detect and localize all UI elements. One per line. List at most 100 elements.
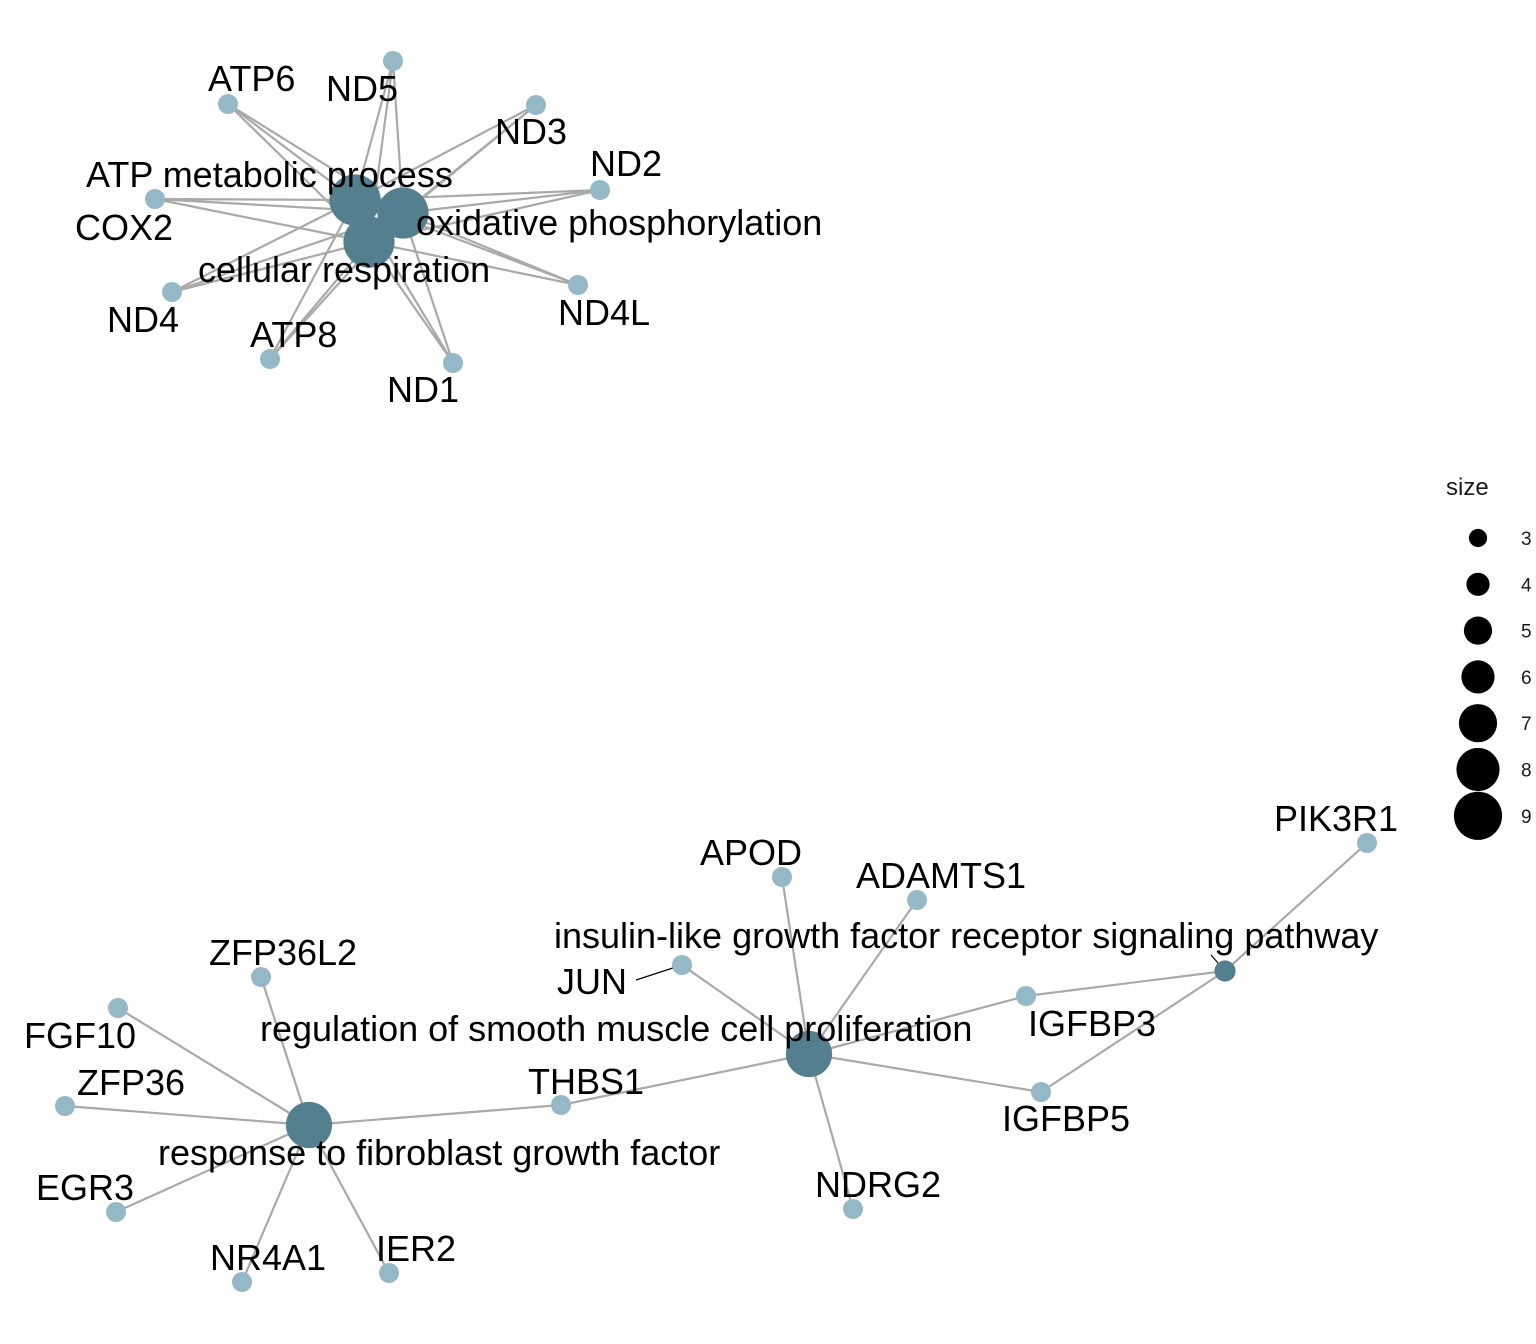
gene-label-ier2: IER2	[376, 1228, 456, 1269]
gene-node-zfp36	[55, 1096, 75, 1116]
legend-label-6: 6	[1521, 668, 1532, 689]
legend-label-4: 4	[1521, 575, 1532, 596]
edge-igf_pathway-IGFBP5	[1040, 970, 1226, 1093]
edge-igf_pathway-IGFBP3	[1025, 969, 1226, 998]
gene-node-atp6	[218, 94, 238, 114]
edge-atp_metabolic-ATP8	[269, 199, 356, 360]
gene-label-jun: JUN	[557, 961, 627, 1002]
term-label-atp-metabolic: ATP metabolic process	[86, 154, 453, 195]
gene-label-apod: APOD	[700, 832, 802, 873]
network-labels: ATP6 ND5 ND3 ND2 COX2 ND4 ATP8 ND1 ND4L PIK3R1 APO…	[24, 58, 1398, 1278]
term-node-fgf-response	[285, 1101, 333, 1149]
gene-label-zfp36l2: ZFP36L2	[209, 932, 357, 973]
edge-oxphos-ND4L	[402, 211, 579, 287]
gene-node-nd5	[383, 51, 403, 71]
edge-atp_metabolic-ATP6	[227, 103, 356, 201]
gene-label-igfbp3: IGFBP3	[1028, 1003, 1156, 1044]
edge-smooth_muscle-JUN	[681, 964, 810, 1055]
edge-fgf_response-NR4A1	[240, 1124, 311, 1283]
legend-label-5: 5	[1521, 622, 1532, 643]
edge-fgf_response-THBS1	[308, 1103, 562, 1127]
gene-label-pik3r1: PIK3R1	[1274, 798, 1398, 839]
gene-node-apod	[772, 867, 792, 887]
gene-label-nd4: ND4	[107, 299, 179, 340]
gene-label-nd5: ND5	[326, 68, 398, 109]
term-label-smooth-muscle: regulation of smooth muscle cell prolife…	[260, 1008, 972, 1049]
gene-label-fgf10: FGF10	[24, 1015, 136, 1056]
edge-fgf_response-EGR3	[115, 1123, 310, 1214]
gene-label-atp6: ATP6	[208, 58, 295, 99]
edge-smooth_muscle-NDRG2	[807, 1053, 855, 1210]
gene-label-egr3: EGR3	[36, 1167, 134, 1208]
gene-label-nd3: ND3	[495, 111, 567, 152]
size-legend: size 3 4 5 6 7 8 9	[1446, 474, 1532, 840]
gene-node-ier2	[379, 1263, 399, 1283]
gene-label-igfbp5: IGFBP5	[1002, 1098, 1130, 1139]
label-leader-lines	[635, 954, 1226, 981]
gene-label-cox2: COX2	[75, 207, 173, 248]
legend-label-9: 9	[1521, 807, 1532, 828]
legend-dot-8	[1456, 747, 1500, 792]
network-nodes	[55, 51, 1377, 1292]
term-node-igf-pathway	[1214, 960, 1236, 982]
legend-entries: 3 4 5 6 7 8 9	[1453, 528, 1532, 840]
term-label-igf-pathway: insulin-like growth factor receptor sign…	[554, 915, 1378, 956]
edge-smooth_muscle-THBS1	[560, 1052, 810, 1107]
gene-label-nd4l: ND4L	[558, 292, 650, 333]
legend-label-8: 8	[1521, 761, 1532, 782]
edge-cell_resp-COX2	[154, 197, 370, 244]
network-edges	[64, 60, 1368, 1283]
gene-node-nd4	[162, 282, 182, 302]
gene-label-zfp36: ZFP36	[77, 1062, 185, 1103]
legend-dot-4	[1466, 572, 1490, 596]
term-node-smooth-muscle	[785, 1030, 833, 1078]
gene-node-nd3	[526, 95, 546, 115]
gene-label-nd2: ND2	[590, 143, 662, 184]
legend-label-7: 7	[1521, 714, 1532, 735]
edge-smooth_muscle-IGFBP5	[808, 1052, 1042, 1094]
gene-node-igfbp3	[1016, 986, 1036, 1006]
gene-node-egr3	[106, 1202, 126, 1222]
gene-label-adamts1: ADAMTS1	[856, 855, 1026, 896]
edge-cell_resp-ND4L	[368, 240, 579, 287]
edge-smooth_muscle-APOD	[780, 876, 811, 1055]
term-label-oxphos: oxidative phosphorylation	[416, 202, 822, 243]
edge-cell_resp-ND4	[171, 240, 370, 294]
edge-smooth_muscle-ADAMTS1	[808, 899, 918, 1055]
gene-node-jun	[672, 955, 692, 975]
legend-label-3: 3	[1521, 529, 1532, 550]
legend-dot-7	[1458, 704, 1498, 743]
edge-igf_pathway-PIK3R1	[1224, 842, 1368, 972]
legend-dot-3	[1468, 528, 1488, 548]
edge-smooth_muscle-IGFBP3	[808, 994, 1027, 1056]
legend-title: size	[1446, 474, 1489, 501]
legend-dot-9	[1453, 791, 1503, 840]
gene-node-adamts1	[907, 890, 927, 910]
term-label-fgf-response: response to fibroblast growth factor	[158, 1132, 720, 1173]
edge-atp_metabolic-COX2	[154, 197, 356, 202]
gene-label-nd1: ND1	[387, 369, 459, 410]
edge-atp_metabolic-ND4	[171, 199, 356, 293]
gene-node-igfbp5	[1031, 1082, 1051, 1102]
gene-node-fgf10	[108, 998, 128, 1018]
gene-node-nr4a1	[232, 1272, 252, 1292]
gene-node-nd1	[443, 353, 463, 373]
edge-fgf_response-ZFP36L2	[259, 976, 311, 1126]
edge-fgf_response-FGF10	[117, 1007, 310, 1126]
gene-node-cox2	[145, 189, 165, 209]
gene-node-ndrg2	[843, 1199, 863, 1219]
gene-label-thbs1: THBS1	[528, 1061, 644, 1102]
gene-node-thbs1	[551, 1095, 571, 1115]
edge-atp_metabolic-ND3	[354, 104, 537, 201]
gene-node-atp8	[260, 349, 280, 369]
edge-fgf_response-ZFP36	[64, 1104, 310, 1127]
edge-fgf_response-IER2	[308, 1124, 390, 1274]
edge-oxphos-ND2	[402, 188, 601, 215]
term-node-cell-resp	[343, 216, 395, 268]
edge-oxphos-ND1	[401, 212, 455, 364]
term-node-atp-metabolic	[329, 174, 381, 226]
gene-node-nd2	[590, 180, 610, 200]
gene-label-ndrg2: NDRG2	[815, 1164, 941, 1205]
term-label-cell-resp: cellular respiration	[198, 249, 490, 290]
